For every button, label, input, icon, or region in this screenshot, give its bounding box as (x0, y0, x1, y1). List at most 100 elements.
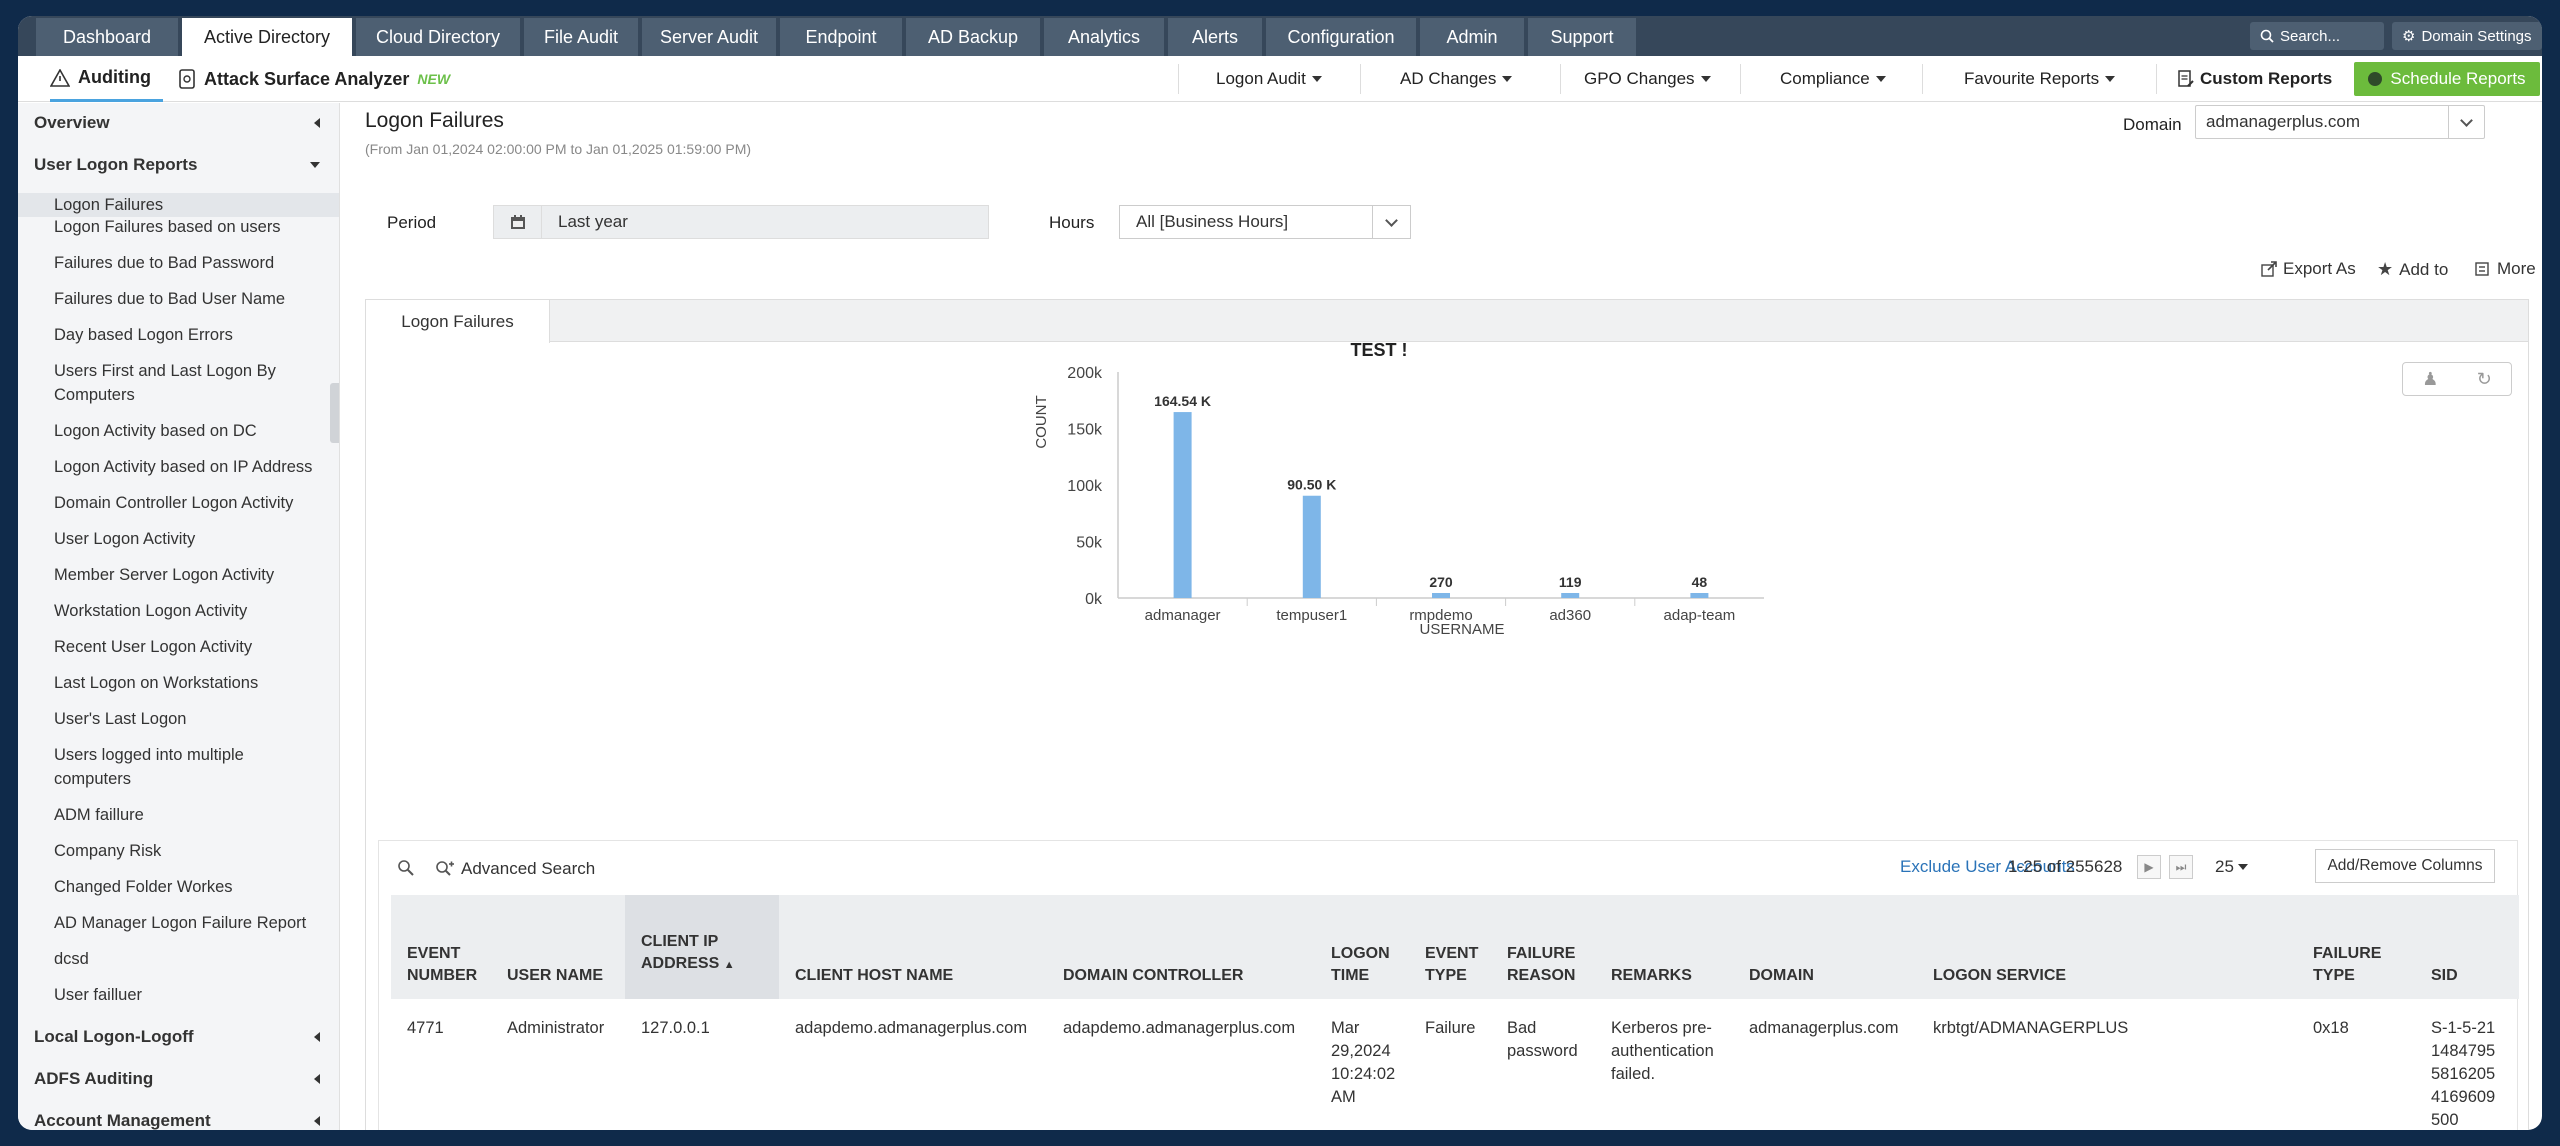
column-header-client-ip[interactable]: CLIENT IP ADDRESS ▲ (625, 895, 779, 999)
menu-compliance[interactable]: Compliance (1780, 56, 1886, 102)
chart-settings-icon[interactable]: ↻ (2476, 368, 2492, 389)
custom-reports-label: Custom Reports (2200, 69, 2333, 88)
sidebar-section-adfs-auditing[interactable]: ADFS Auditing (18, 1059, 339, 1099)
subtab-auditing[interactable]: Auditing (50, 56, 163, 102)
sidebar-section-user-logon-reports[interactable]: User Logon Reports (18, 145, 339, 185)
sidebar-item[interactable]: User's Last Logon (54, 710, 187, 728)
menu-label: GPO Changes (1584, 69, 1695, 88)
sidebar-item[interactable]: Day based Logon Errors (54, 326, 233, 344)
sidebar-item[interactable]: Recent User Logon Activity (54, 638, 253, 656)
sidebar-item[interactable]: Users First and Last Logon By Computers (54, 362, 276, 404)
cell-logon-service: krbtgt/ADMANAGERPLUS (1933, 1019, 2129, 1037)
tab-endpoint[interactable]: Endpoint (780, 18, 904, 56)
search-icon[interactable] (397, 859, 415, 882)
domain-select[interactable]: admanagerplus.com (2195, 105, 2485, 139)
column-header-failure-reason[interactable]: FAILURE REASON (1507, 945, 1576, 984)
divider (1560, 64, 1561, 94)
menu-gpo-changes[interactable]: GPO Changes (1584, 56, 1711, 102)
sidebar-resize-handle[interactable] (330, 383, 339, 443)
sidebar-item[interactable]: AD Manager Logon Failure Report (54, 914, 307, 932)
sidebar-item[interactable]: Users logged into multiple computers (54, 746, 244, 788)
cell-remarks: Kerberos pre-authentication failed. (1611, 1019, 1714, 1083)
sidebar-item[interactable]: User Logon Activity (54, 530, 196, 548)
column-header-event-number[interactable]: EVENT NUMBER (407, 945, 478, 984)
tab-support[interactable]: Support (1528, 18, 1638, 56)
sidebar-section-local-logon-logoff[interactable]: Local Logon-Logoff (18, 1017, 339, 1057)
tab-dashboard[interactable]: Dashboard (36, 18, 180, 56)
hours-select[interactable]: All [Business Hours] (1119, 205, 1411, 239)
add-remove-columns-button[interactable]: Add/Remove Columns (2315, 849, 2495, 883)
tab-server-audit[interactable]: Server Audit (642, 18, 778, 56)
menu-logon-audit[interactable]: Logon Audit (1216, 56, 1322, 102)
tab-cloud-directory[interactable]: Cloud Directory (356, 18, 522, 56)
sidebar-item[interactable]: Failures due to Bad User Name (54, 290, 286, 308)
period-value: Last year (558, 212, 628, 231)
sidebar-section-overview[interactable]: Overview (18, 103, 339, 143)
tab-ad-backup[interactable]: AD Backup (906, 18, 1042, 56)
x-tick-label: ad360 (1549, 607, 1591, 624)
sidebar-section-account-management[interactable]: Account Management (18, 1101, 339, 1130)
add-to-button[interactable]: ★ Add to (2377, 259, 2448, 280)
column-header-logon-time[interactable]: LOGON TIME (1331, 945, 1390, 984)
column-header-logon-service[interactable]: LOGON SERVICE (1933, 967, 2067, 984)
page-subtitle: (From Jan 01,2024 02:00:00 PM to Jan 01,… (365, 141, 752, 157)
tab-analytics[interactable]: Analytics (1044, 18, 1166, 56)
subtab-attack-surface-label: Attack Surface Analyzer (204, 68, 410, 89)
custom-reports-button[interactable]: Custom Reports (2178, 56, 2332, 102)
sidebar-item[interactable]: Logon Failures based on users (54, 218, 281, 236)
column-header-domain[interactable]: DOMAIN (1749, 967, 1814, 984)
sidebar-item[interactable]: ADM faillure (54, 806, 144, 824)
sidebar-item[interactable]: dcsd (54, 950, 89, 968)
chart-view-toggle[interactable]: ♟ ↻ (2402, 362, 2512, 396)
advanced-search-button[interactable]: Advanced Search (435, 859, 595, 879)
period-picker[interactable]: Last year (493, 205, 989, 239)
exclude-user-accounts-link[interactable]: Exclude User Accounts (1900, 857, 2075, 876)
cell-logon-time: Mar 29,2024 10:24:02 AM (1331, 1019, 1396, 1106)
tab-file-audit[interactable]: File Audit (524, 18, 640, 56)
advanced-search-label: Advanced Search (461, 859, 596, 878)
bar (1561, 593, 1580, 598)
sidebar-item[interactable]: Changed Folder Workes (54, 878, 233, 896)
column-header-remarks[interactable]: REMARKS (1611, 967, 1692, 984)
sidebar: Overview User Logon Reports Logon Failur… (18, 103, 340, 1130)
sidebar-item[interactable]: Logon Activity based on DC (54, 422, 257, 440)
column-header-client-host-name[interactable]: CLIENT HOST NAME (795, 967, 954, 984)
menu-ad-changes[interactable]: AD Changes (1400, 56, 1513, 102)
more-button[interactable]: More (2475, 259, 2536, 279)
sidebar-item[interactable]: Last Logon on Workstations (54, 674, 259, 692)
bar (1302, 495, 1321, 598)
user-chart-icon[interactable]: ♟ (2422, 368, 2439, 389)
sidebar-item[interactable]: Logon Activity based on IP Address (54, 458, 313, 476)
column-header-sid[interactable]: SID (2431, 967, 2458, 984)
search-box[interactable]: Search... (2250, 22, 2384, 50)
last-page-button[interactable]: ⏭ (2169, 855, 2193, 879)
sort-ascending-icon: ▲ (723, 959, 735, 971)
sidebar-item[interactable]: User failluer (54, 986, 143, 1004)
export-as-button[interactable]: Export As (2261, 259, 2356, 279)
column-header-domain-controller[interactable]: DOMAIN CONTROLLER (1063, 967, 1244, 984)
column-header-user-name[interactable]: USER NAME (507, 967, 604, 984)
sidebar-item-logon-failures[interactable]: Logon Failures (18, 193, 339, 217)
collapse-arrow-icon (314, 1074, 320, 1084)
sidebar-item[interactable]: Domain Controller Logon Activity (54, 494, 294, 512)
column-header-event-type[interactable]: EVENT TYPE (1425, 945, 1479, 984)
domain-settings-button[interactable]: ⚙ Domain Settings (2392, 22, 2542, 50)
cell-failure-type: 0x18 (2313, 1019, 2349, 1037)
next-page-button[interactable]: ▶ (2137, 855, 2161, 879)
schedule-reports-button[interactable]: Schedule Reports (2354, 62, 2540, 96)
tab-active-directory[interactable]: Active Directory (182, 18, 354, 56)
sidebar-item[interactable]: Workstation Logon Activity (54, 602, 248, 620)
sidebar-item[interactable]: Company Risk (54, 842, 162, 860)
per-page-select[interactable]: 25 (2215, 857, 2248, 877)
subtab-attack-surface-analyzer[interactable]: Attack Surface Analyzer NEW (178, 56, 450, 102)
sidebar-item[interactable]: Member Server Logon Activity (54, 566, 275, 584)
cell-sid: S-1-5-21 1484795 5816205 4169609 500 (2431, 1019, 2496, 1129)
panel-tab-logon-failures[interactable]: Logon Failures (366, 300, 550, 343)
tab-admin[interactable]: Admin (1420, 18, 1526, 56)
sidebar-item[interactable]: Failures due to Bad Password (54, 254, 275, 272)
tab-alerts[interactable]: Alerts (1168, 18, 1264, 56)
tab-configuration[interactable]: Configuration (1266, 18, 1418, 56)
column-header-failure-type[interactable]: FAILURE TYPE (2313, 945, 2382, 984)
cell-user-name: Administrator (507, 1019, 605, 1037)
menu-favourite-reports[interactable]: Favourite Reports (1964, 56, 2116, 102)
